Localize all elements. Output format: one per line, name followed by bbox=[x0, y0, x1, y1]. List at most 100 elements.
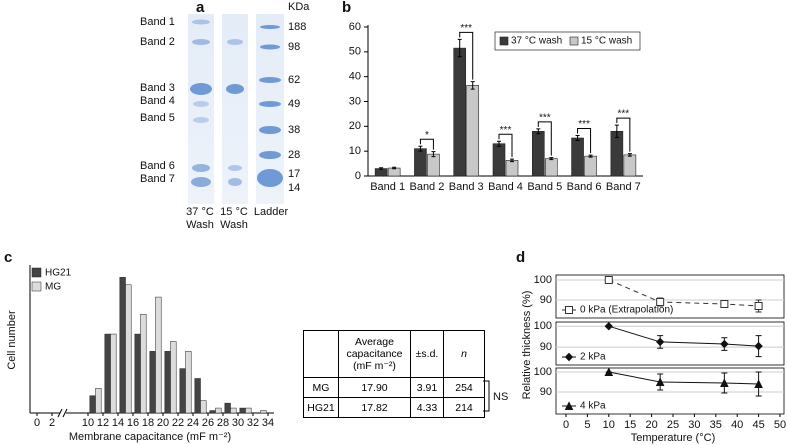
table-cell: 17.90 bbox=[338, 377, 411, 398]
ladder-label: 17 bbox=[288, 168, 300, 180]
significance-label: *** bbox=[618, 109, 630, 120]
x-tick-label: 5 bbox=[584, 419, 590, 431]
error-bar bbox=[588, 154, 593, 158]
point bbox=[655, 377, 665, 386]
x-tick-label: 2 bbox=[49, 417, 55, 429]
x-tick-label: 32 bbox=[247, 417, 259, 429]
y-tick-label: 0 bbox=[355, 170, 361, 182]
point bbox=[754, 379, 763, 388]
histogram-bar bbox=[224, 402, 231, 414]
histogram-bar bbox=[110, 333, 117, 414]
y-axis-label: Relative thickness (%) bbox=[521, 291, 533, 400]
point bbox=[720, 300, 729, 308]
y-tick-label: 90 bbox=[540, 341, 552, 353]
x-tick-label: 22 bbox=[172, 417, 184, 429]
x-tick-label: 15 bbox=[624, 419, 636, 431]
error-bar bbox=[536, 128, 541, 135]
x-tick-label: Band 5 bbox=[527, 181, 562, 193]
table-cell: MG bbox=[303, 377, 339, 398]
error-bar bbox=[575, 135, 580, 141]
panel-letter: d bbox=[516, 249, 525, 266]
significance-bracket bbox=[459, 31, 474, 80]
histogram-bar bbox=[194, 378, 201, 414]
lane-label: Wash bbox=[186, 219, 214, 231]
point bbox=[604, 367, 614, 376]
x-tick-label: 26 bbox=[202, 417, 214, 429]
x-tick-label: 45 bbox=[752, 419, 764, 431]
error-bar bbox=[549, 157, 554, 161]
plot-frame bbox=[555, 274, 785, 319]
x-tick-label: 30 bbox=[688, 419, 700, 431]
band-label: Band 2 bbox=[140, 36, 175, 48]
significance-bracket bbox=[577, 128, 592, 154]
table-cell: 214 bbox=[443, 397, 485, 418]
x-tick-label: Band 1 bbox=[370, 181, 405, 193]
bar bbox=[453, 47, 467, 177]
x-tick-label: 14 bbox=[112, 417, 124, 429]
bar bbox=[505, 160, 519, 177]
histogram-bar bbox=[215, 407, 222, 414]
ns-label: NS bbox=[493, 391, 508, 403]
x-tick-label: 25 bbox=[667, 419, 679, 431]
histogram-bar bbox=[134, 333, 141, 414]
bar bbox=[531, 131, 545, 177]
error-bar bbox=[418, 145, 423, 152]
bar bbox=[544, 158, 558, 177]
panel-letter: c bbox=[4, 249, 12, 266]
axis-break bbox=[57, 408, 68, 418]
histogram-bar bbox=[239, 407, 246, 414]
error-bar bbox=[614, 124, 619, 139]
ladder-label: 49 bbox=[288, 98, 300, 110]
histogram-bar bbox=[185, 351, 192, 414]
significance-bracket bbox=[616, 117, 631, 152]
legend-swatch bbox=[499, 36, 509, 46]
lane-label: Ladder bbox=[254, 206, 289, 218]
histogram-bar bbox=[104, 333, 111, 414]
y-tick-label: 100 bbox=[534, 320, 552, 332]
ladder-label: 98 bbox=[288, 41, 300, 53]
ladder-label: 38 bbox=[288, 124, 300, 136]
y-tick-label: 100 bbox=[534, 366, 552, 378]
x-tick-label: 50 bbox=[774, 419, 786, 431]
legend-label: HG21 bbox=[45, 268, 72, 279]
ladder-label: 188 bbox=[288, 21, 306, 33]
legend-marker bbox=[564, 401, 574, 410]
y-axis-label: Cell number bbox=[6, 310, 18, 370]
significance-bracket bbox=[419, 138, 434, 150]
lane-label: Wash bbox=[220, 219, 248, 231]
histogram-bar bbox=[209, 410, 216, 414]
y-tick-label: 30 bbox=[349, 95, 361, 107]
x-tick-label: 10 bbox=[82, 417, 94, 429]
significance-bracket bbox=[537, 121, 552, 156]
error-bar bbox=[497, 140, 501, 147]
x-tick-label: 0 bbox=[34, 417, 40, 429]
x-tick-label: 12 bbox=[97, 417, 109, 429]
y-tick-label: 90 bbox=[540, 294, 552, 306]
x-axis-label: Temperature (°C) bbox=[631, 432, 715, 444]
histogram-bar bbox=[89, 395, 96, 414]
lane-label: 15 °C bbox=[220, 206, 248, 218]
ladder-label: 62 bbox=[288, 74, 300, 86]
x-tick-label: Band 2 bbox=[409, 181, 444, 193]
ladder-label: 28 bbox=[288, 149, 300, 161]
x-tick-label: 30 bbox=[232, 417, 244, 429]
legend-marker bbox=[565, 306, 573, 314]
y-tick-label: 100 bbox=[534, 274, 552, 286]
table-cell: n bbox=[443, 330, 485, 378]
point bbox=[720, 378, 729, 387]
bar bbox=[466, 85, 480, 177]
significance-label: *** bbox=[500, 125, 512, 136]
stats-table: Average capacitance (mF m⁻²) ±s.d. n MG … bbox=[303, 330, 485, 418]
histogram-bar bbox=[230, 407, 237, 414]
y-tick-label: 40 bbox=[349, 71, 361, 83]
legend-label: 0 kPa (Extrapolation) bbox=[580, 305, 673, 316]
table-cell: ±s.d. bbox=[410, 330, 444, 378]
bar bbox=[414, 148, 427, 177]
histogram-bar bbox=[95, 388, 102, 414]
bar bbox=[492, 143, 506, 177]
y-tick-label: 10 bbox=[349, 145, 361, 157]
table-header: Average capacitance (mF m⁻²) ±s.d. n bbox=[303, 330, 485, 378]
table-row: MG 17.90 3.91 254 bbox=[303, 377, 485, 398]
series-line bbox=[608, 279, 759, 307]
